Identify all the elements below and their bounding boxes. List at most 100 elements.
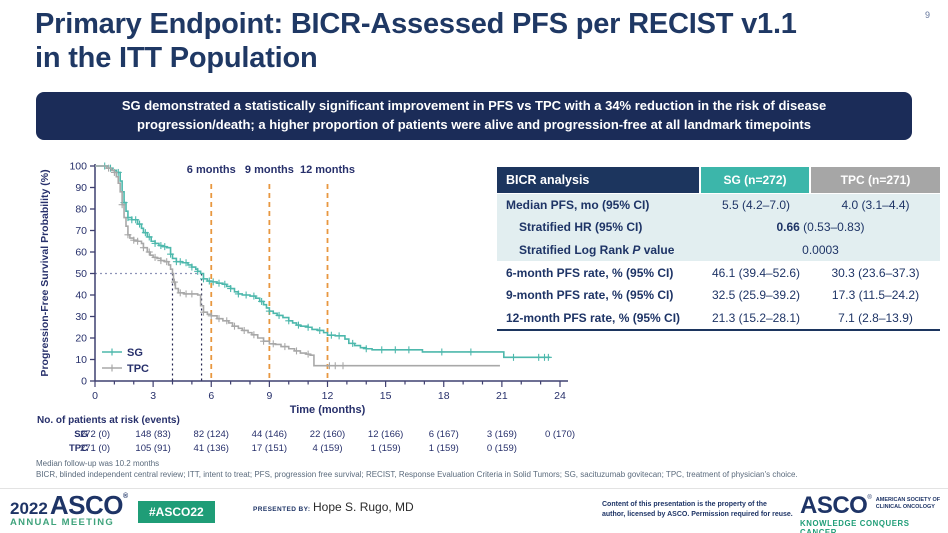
x-tick-label: 12 — [322, 390, 334, 402]
sg-value: 5.5 (4.2–7.0) — [721, 198, 791, 213]
risk-value: 41 (136) — [194, 443, 229, 454]
table-row-9-month: 9-month PFS rate, % (95% CI) 32.5 (25.9–… — [497, 284, 940, 306]
row-label: Stratified HR (95% CI) — [519, 220, 643, 235]
risk-value: 271 (0) — [80, 443, 110, 454]
x-tick-label: 18 — [438, 390, 450, 402]
results-table-section-rates: 6-month PFS rate, % (95% CI) 46.1 (39.4–… — [497, 261, 940, 329]
risk-value: 82 (124) — [194, 429, 229, 440]
row-label: 9-month PFS rate, % (95% CI) — [506, 288, 674, 303]
landmark-label: 6 months — [187, 164, 236, 176]
banner-line1: SG demonstrated a statistically signific… — [121, 98, 827, 114]
footnote-abbreviations: BICR, blinded independent central review… — [36, 469, 798, 479]
footnote-median-followup: Median follow-up was 10.2 months — [36, 459, 160, 468]
sg-value: 21.3 (15.2–28.1) — [711, 310, 801, 325]
row-label: Median PFS, mo (95% CI) — [506, 198, 650, 213]
x-tick-label: 0 — [92, 390, 98, 402]
risk-value: 0 (170) — [545, 429, 575, 440]
risk-value: 44 (146) — [252, 429, 287, 440]
y-tick-label: 10 — [75, 354, 87, 366]
header-tpc-arm: TPC (n=271) — [811, 167, 940, 193]
legend-label-sg: SG — [127, 347, 143, 359]
asco-society-logo: ASCO ® AMERICAN SOCIETY OF CLINICAL ONCO… — [800, 494, 948, 533]
risk-value: 0 (159) — [487, 443, 517, 454]
x-tick-label: 21 — [496, 390, 508, 402]
x-tick-label: 9 — [266, 390, 272, 402]
table-row-12-month: 12-month PFS rate, % (95% CI) 21.3 (15.2… — [497, 306, 940, 328]
label-p-italic: P — [632, 242, 641, 257]
legend-label-tpc: TPC — [127, 363, 149, 375]
x-tick-label: 3 — [150, 390, 156, 402]
asco-wordmark: ASCO® — [49, 490, 128, 520]
hr-ci: (0.53–0.83) — [799, 220, 865, 235]
table-row-log-rank-p: Stratified Log Rank P value 0.0003 — [497, 239, 940, 261]
y-tick-label: 40 — [75, 290, 87, 302]
risk-value: 105 (91) — [135, 443, 170, 454]
registered-mark: ® — [122, 493, 128, 500]
asco-2022-annual-meeting-logo: 2022 ASCO® ANNUAL MEETING — [10, 490, 128, 528]
copyright-notice: Content of this presentation is the prop… — [602, 500, 793, 520]
y-tick-label: 0 — [81, 376, 87, 388]
logo-year: 2022 — [10, 499, 48, 518]
copyright-line1: Content of this presentation is the prop… — [602, 501, 767, 508]
y-axis-label: Progression-Free Survival Probability (%… — [39, 169, 51, 376]
risk-value: 1 (159) — [429, 443, 459, 454]
society-name: AMERICAN SOCIETY OF CLINICAL ONCOLOGY — [875, 497, 941, 510]
x-tick-label: 6 — [208, 390, 214, 402]
title-line1: Primary Endpoint: BICR-Assessed PFS per … — [35, 8, 797, 40]
banner-line2: progression/death; a higher proportion o… — [137, 117, 811, 132]
sg-value: 32.5 (25.9–39.2) — [711, 288, 801, 303]
risk-value: 1 (159) — [371, 443, 401, 454]
presented-by-label: PRESENTED BY: — [253, 506, 311, 513]
y-tick-label: 100 — [69, 161, 87, 173]
risk-value: 22 (160) — [310, 429, 345, 440]
risk-row-name: TPC — [69, 443, 88, 454]
risk-value: 6 (167) — [429, 429, 459, 440]
label-pre: Stratified Log Rank — [519, 242, 633, 257]
row-label: 12-month PFS rate, % (95% CI) — [506, 310, 681, 325]
title-line2: in the ITT Population — [35, 41, 318, 74]
risk-value: 272 (0) — [80, 429, 110, 440]
hashtag-badge: #ASCO22 — [138, 501, 215, 523]
y-tick-label: 20 — [75, 333, 87, 345]
y-tick-label: 80 — [75, 204, 87, 216]
asco-wordmark: ASCO — [800, 492, 868, 519]
asco-tagline: KNOWLEDGE CONQUERS CANCER — [800, 519, 910, 533]
tpc-value: 17.3 (11.5–24.2) — [831, 288, 920, 303]
copyright-line2: author, licensed by ASCO. Permission req… — [602, 510, 793, 518]
annual-meeting-label: ANNUAL MEETING — [10, 517, 115, 528]
tpc-value: 30.3 (23.6–37.3) — [831, 266, 920, 281]
presenter-name: Hope S. Rugo, MD — [313, 500, 414, 514]
y-tick-label: 90 — [75, 182, 87, 194]
header-bicr-analysis: BICR analysis — [497, 167, 699, 193]
tpc-value: 4.0 (3.1–4.4) — [841, 198, 910, 213]
risk-value: 3 (169) — [487, 429, 517, 440]
landmark-label: 12 months — [300, 164, 355, 176]
y-tick-label: 60 — [75, 247, 87, 259]
row-label: 6-month PFS rate, % (95% CI) — [506, 266, 674, 281]
landmark-label: 9 months — [245, 164, 294, 176]
table-row-6-month: 6-month PFS rate, % (95% CI) 46.1 (39.4–… — [497, 262, 940, 284]
x-axis-label: Time (months) — [290, 404, 366, 416]
km-curve-tpc — [95, 165, 500, 367]
km-plot-svg: 6 months 9 months 12 months010203040506070… — [37, 161, 575, 455]
hr-value-bold: 0.66 — [776, 220, 800, 235]
table-row-median-pfs: Median PFS, mo (95% CI) 5.5 (4.2–7.0) 4.… — [497, 194, 940, 216]
table-row-stratified-hr: Stratified HR (95% CI) 0.66 (0.53–0.83) — [497, 216, 940, 238]
risk-table-title: No. of patients at risk (events) — [37, 415, 180, 426]
registered-mark: ® — [867, 495, 872, 501]
slide-title: Primary Endpoint: BICR-Assessed PFS per … — [35, 8, 920, 75]
footnotes: Median follow-up was 10.2 months BICR, b… — [36, 459, 798, 481]
y-tick-label: 50 — [75, 268, 87, 280]
risk-value: 17 (151) — [252, 443, 287, 454]
key-message-banner: SG demonstrated a statistically signific… — [36, 92, 912, 140]
header-sg-arm: SG (n=272) — [701, 167, 809, 193]
row-label: Stratified Log Rank P value — [497, 243, 701, 257]
merged-value: 0.0003 — [802, 242, 839, 257]
results-table-header: BICR analysis SG (n=272) TPC (n=271) — [497, 167, 940, 193]
bicr-results-table: BICR analysis SG (n=272) TPC (n=271) Med… — [497, 167, 940, 331]
label-post: value — [640, 242, 675, 257]
y-tick-label: 70 — [75, 225, 87, 237]
merged-value: 0.66 (0.53–0.83) — [701, 220, 940, 234]
page-number: 9 — [924, 10, 930, 20]
